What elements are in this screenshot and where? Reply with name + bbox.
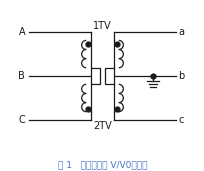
Text: 2TV: 2TV bbox=[93, 121, 111, 131]
Text: b: b bbox=[177, 71, 184, 81]
Text: 图 1   电压互感器 V/V0接线图: 图 1 电压互感器 V/V0接线图 bbox=[58, 160, 146, 169]
Bar bbox=[90, 68, 99, 84]
Bar bbox=[105, 68, 114, 84]
Text: A: A bbox=[18, 27, 25, 37]
Text: 1TV: 1TV bbox=[93, 21, 111, 31]
Text: C: C bbox=[18, 115, 25, 125]
Text: c: c bbox=[177, 115, 183, 125]
Text: B: B bbox=[18, 71, 25, 81]
Text: a: a bbox=[177, 27, 183, 37]
